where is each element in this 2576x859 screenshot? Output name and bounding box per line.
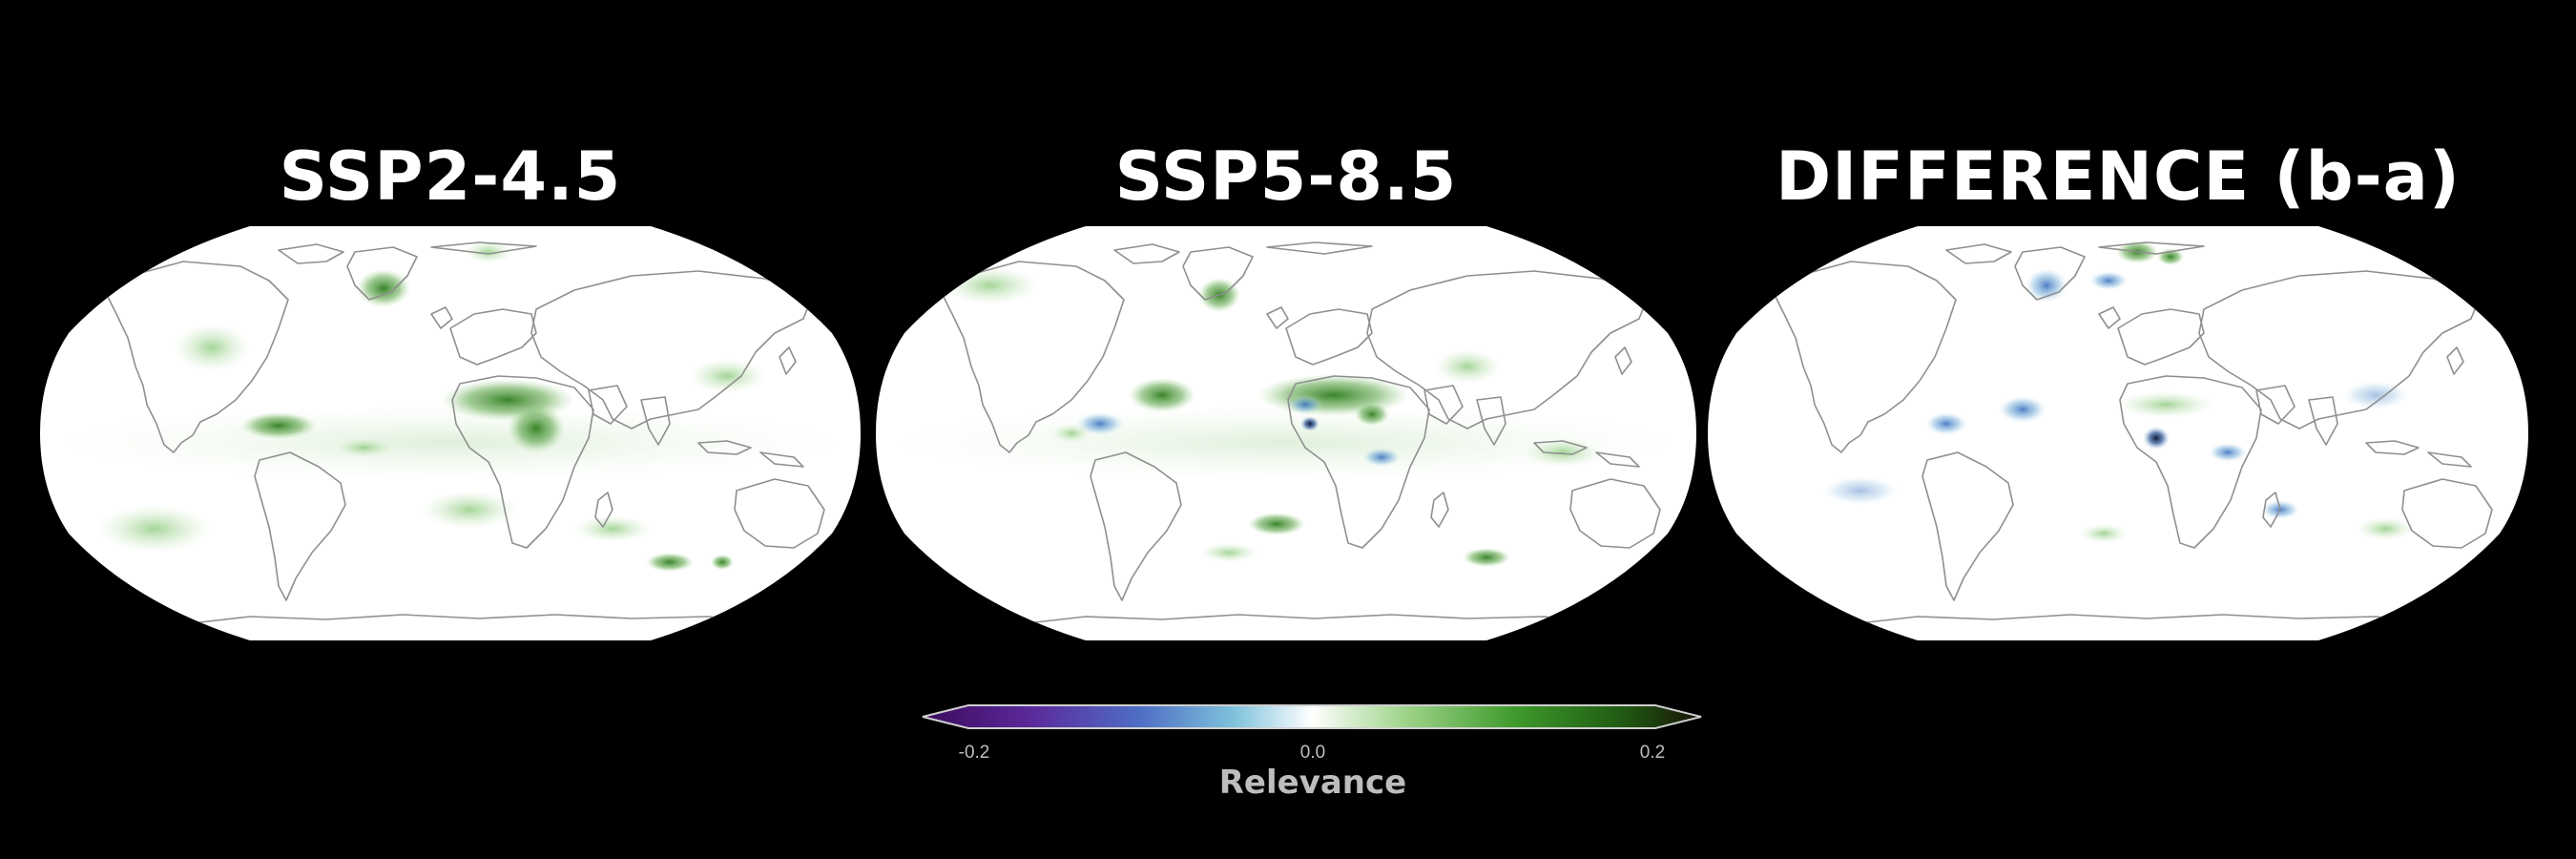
map-ssp5: [876, 226, 1696, 640]
colorbar-gradient: [922, 704, 1702, 729]
ocean: [1708, 226, 2528, 640]
map-ssp2: [40, 226, 861, 640]
panel-title-ssp2: SSP2-4.5: [279, 137, 622, 216]
relevance-field: [50, 241, 851, 572]
colorbar-tick-min: -0.2: [958, 743, 990, 763]
panel-title-difference: DIFFERENCE (b-a): [1776, 137, 2461, 216]
colorbar: [922, 704, 1702, 729]
relevance-field: [885, 266, 1687, 567]
colorbar-label: Relevance: [1218, 764, 1407, 802]
relevance-field: [1822, 241, 2414, 543]
colorbar-tick-max: 0.2: [1639, 743, 1666, 763]
panel-title-ssp5: SSP5-8.5: [1114, 137, 1458, 216]
colorbar-tick-mid: 0.0: [1299, 743, 1326, 763]
map-difference: [1708, 226, 2528, 640]
